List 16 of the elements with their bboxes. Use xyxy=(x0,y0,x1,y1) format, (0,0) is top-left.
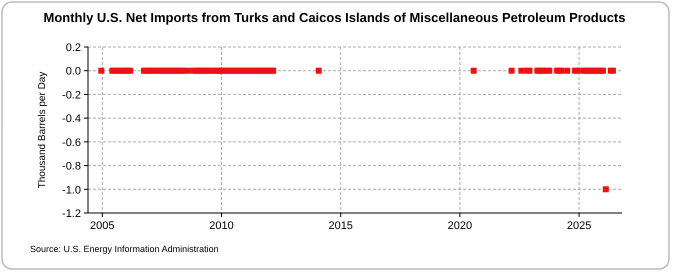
x-tick-label: 2015 xyxy=(328,220,353,232)
x-tick-label: 2025 xyxy=(566,220,592,232)
y-axis-title: Thousand Barrels per Day xyxy=(37,72,48,188)
x-tick-label: 2005 xyxy=(90,220,115,232)
y-tick-label: -0.2 xyxy=(62,89,81,102)
chart-title: Monthly U.S. Net Imports from Turks and Caicos Islands of Miscellaneous Petroleum Products xyxy=(44,10,626,25)
x-tick-label: 2010 xyxy=(209,220,234,232)
y-tick-label: 0.0 xyxy=(66,66,81,78)
y-tick-label: -0.8 xyxy=(62,160,81,173)
y-tick-label: -0.6 xyxy=(62,136,81,149)
y-tick-label: 0.2 xyxy=(66,42,81,54)
y-tick-label: -1.0 xyxy=(62,184,81,196)
y-tick-label: -1.2 xyxy=(62,208,81,220)
x-tick-label: 2020 xyxy=(448,220,472,232)
y-tick-label: -0.4 xyxy=(62,113,81,126)
source-note: Source: U.S. Energy Information Administration xyxy=(30,244,219,254)
